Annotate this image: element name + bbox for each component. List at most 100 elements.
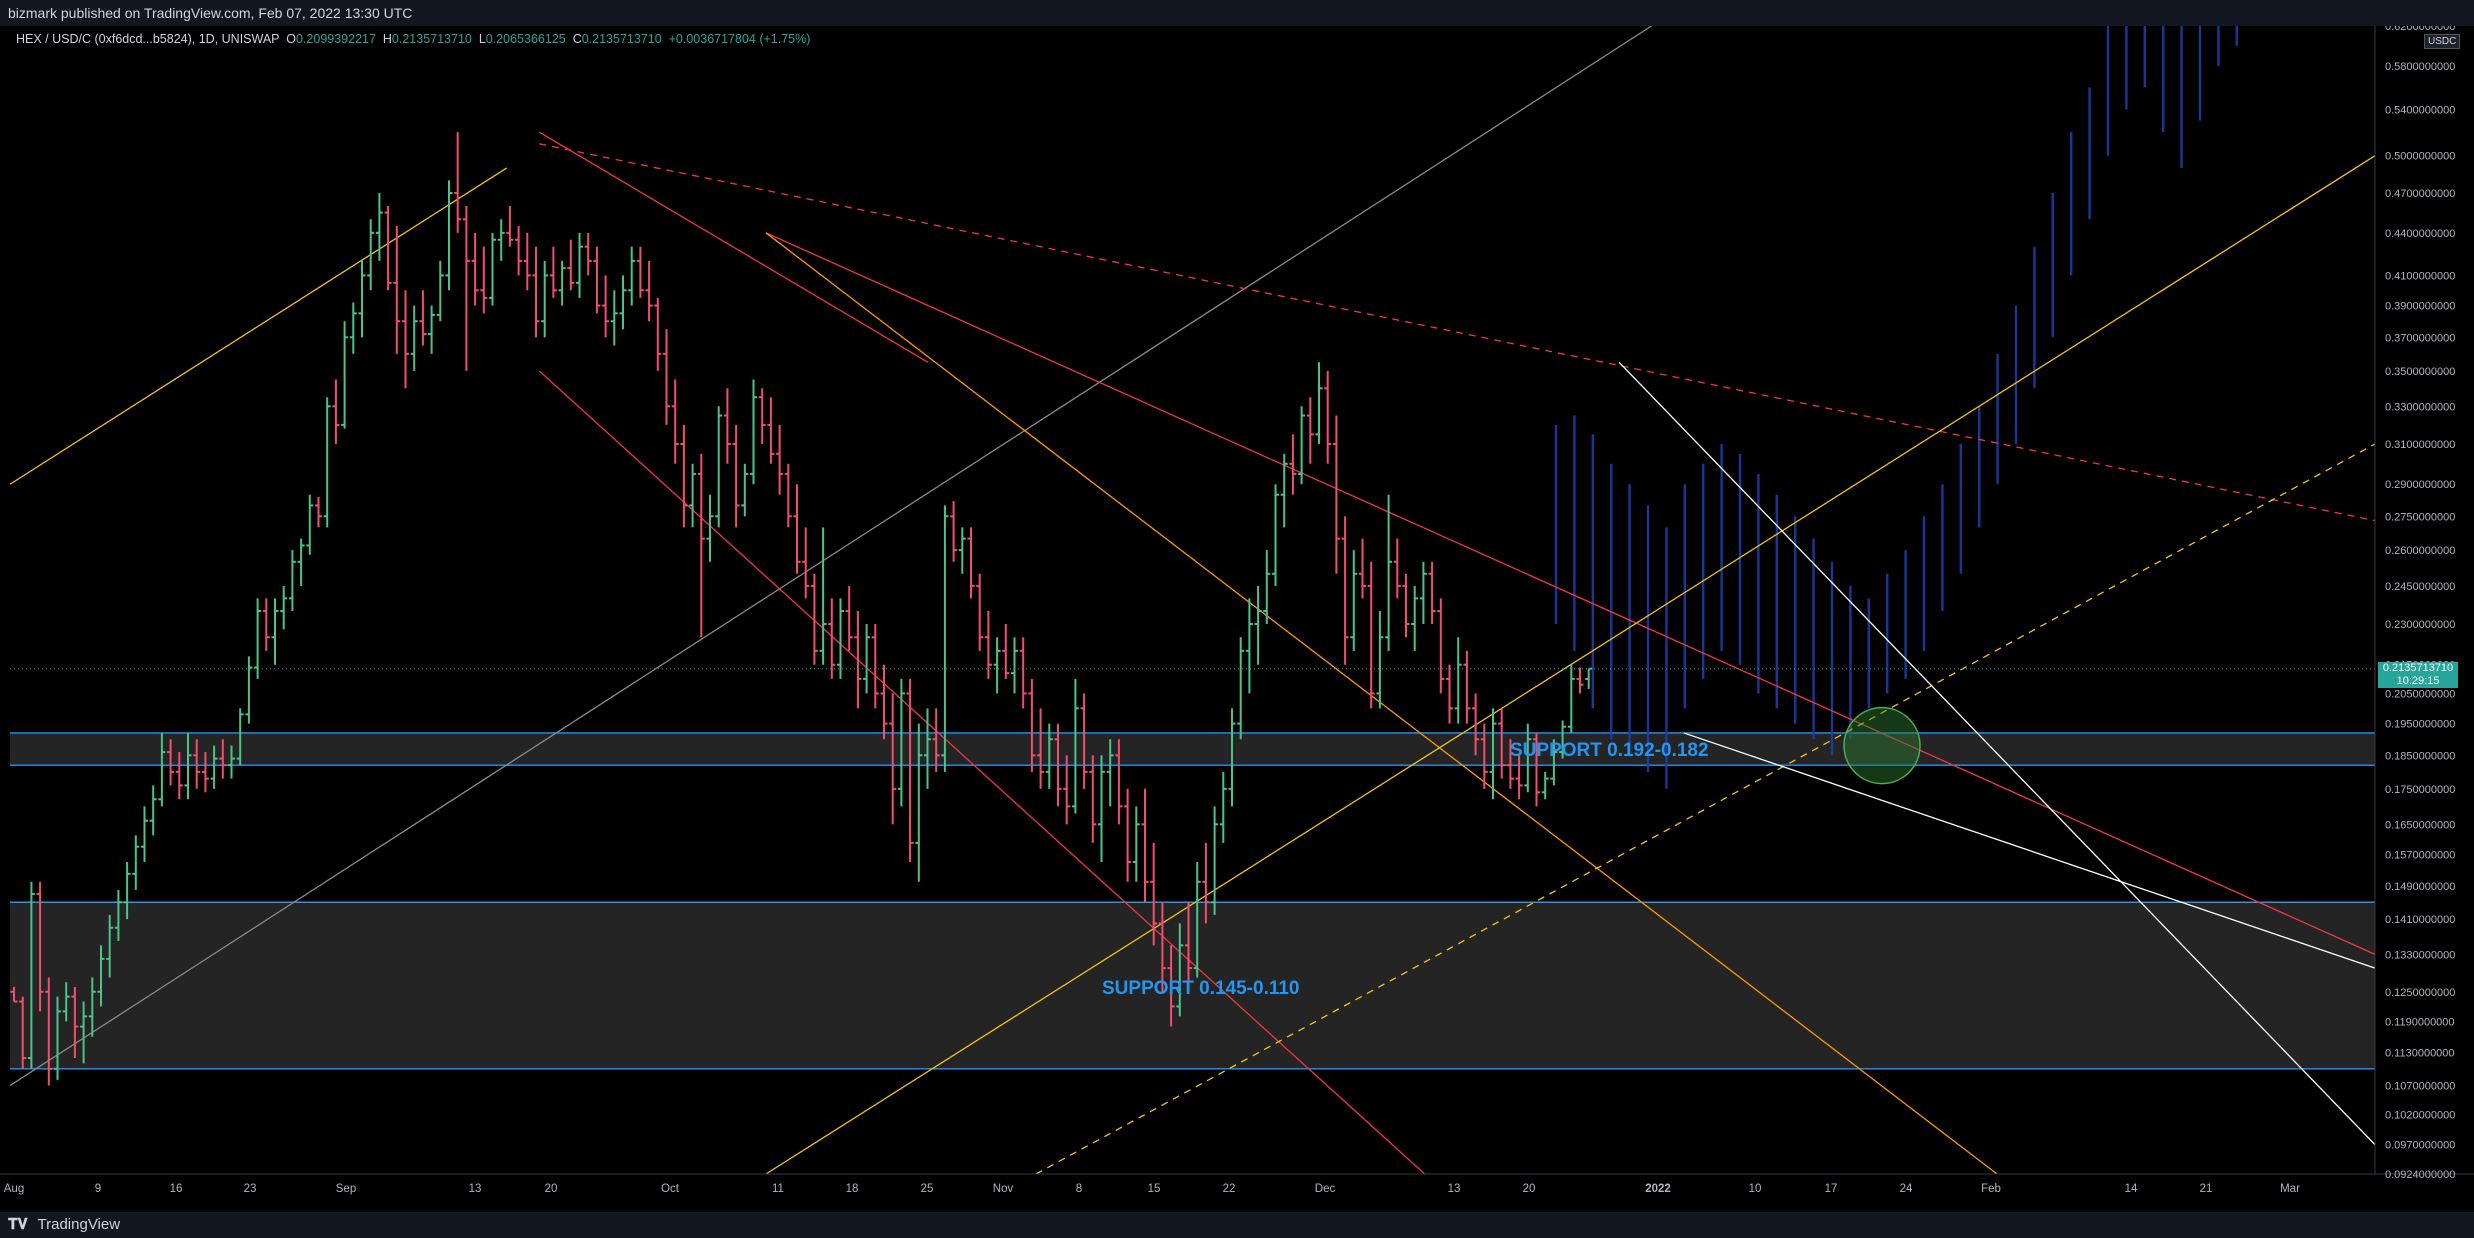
price-bar <box>671 379 679 464</box>
x-tick-label: 20 <box>1523 1183 1536 1195</box>
price-bar <box>288 550 296 612</box>
price-bar <box>19 996 27 1069</box>
bar-countdown: 10:29:15 <box>2396 675 2440 687</box>
price-bar <box>480 246 488 314</box>
price-bar <box>10 986 18 1003</box>
price-bar <box>1028 678 1036 772</box>
x-tick-label: 16 <box>170 1183 183 1195</box>
price-bar <box>828 598 836 679</box>
trend-line-10 <box>1618 361 2376 1146</box>
trend-line-11 <box>1683 732 2376 969</box>
price-bar <box>837 598 844 679</box>
x-tick-label: 25 <box>921 1183 934 1195</box>
price-bar <box>915 723 923 882</box>
price-bar <box>810 573 818 665</box>
y-tick-label: 0.4400000000 <box>2385 228 2455 240</box>
price-bar <box>1150 842 1158 946</box>
price-bar <box>1054 723 1062 807</box>
price-bar <box>97 945 105 1007</box>
price-bar <box>1428 561 1436 625</box>
support-label-2: SUPPORT 0.145-0.110 <box>1102 978 1300 999</box>
x-tick-label: 2022 <box>1645 1183 1671 1195</box>
x-tick-label: 9 <box>95 1183 101 1195</box>
price-bar <box>1306 397 1314 464</box>
price-bar <box>454 132 462 233</box>
price-bar <box>375 193 383 261</box>
price-bar <box>306 494 314 555</box>
y-tick-label: 0.3700000000 <box>2385 332 2455 344</box>
price-bar <box>219 739 227 779</box>
y-tick-label: 0.1070000000 <box>2385 1081 2455 1093</box>
price-bar <box>71 986 79 1058</box>
x-tick-label: 22 <box>1223 1183 1236 1195</box>
x-tick-label: 11 <box>772 1183 784 1195</box>
price-bar <box>610 290 618 346</box>
price-bar <box>976 573 984 651</box>
price-bar <box>950 501 958 562</box>
price-bar <box>1071 678 1079 814</box>
price-bar <box>941 505 949 772</box>
price-bar <box>750 379 757 485</box>
price-bar <box>280 585 288 630</box>
price-bar <box>1385 494 1393 651</box>
price-bar <box>271 598 279 665</box>
open-label: O <box>286 32 296 46</box>
last-price-value: 0.2135713710 <box>2382 662 2454 674</box>
y-tick-label: 0.1650000000 <box>2385 819 2455 831</box>
y-tick-label: 0.1850000000 <box>2385 750 2455 762</box>
currency-badge[interactable]: USDC <box>2424 34 2461 49</box>
price-bar <box>654 297 662 371</box>
last-price-marker: 0.2135713710 10:29:15 <box>2378 662 2458 688</box>
x-tick-label: 23 <box>244 1183 257 1195</box>
price-bar <box>628 246 636 306</box>
x-tick-label: 17 <box>1825 1183 1838 1195</box>
support-label-1: SUPPORT 0.192-0.182 <box>1510 740 1709 761</box>
price-bar <box>1315 362 1323 445</box>
price-bar <box>1167 945 1175 1027</box>
chart-legend: HEX / USD/C (0xf6dcd...b5824), 1D, UNISW… <box>16 32 810 46</box>
trend-line-7 <box>765 232 1998 1175</box>
price-bar <box>45 977 53 1086</box>
y-tick-label: 0.2750000000 <box>2385 511 2455 523</box>
price-bar <box>1411 585 1419 651</box>
price-bar <box>1132 806 1140 882</box>
price-bar <box>462 206 470 371</box>
price-bar <box>210 745 218 789</box>
price-bar <box>123 862 131 920</box>
price-bar <box>1228 708 1236 807</box>
price-bar <box>332 379 340 445</box>
price-bar <box>1332 415 1340 574</box>
price-bar <box>175 752 183 800</box>
high-label: H <box>382 32 392 46</box>
price-bar <box>410 305 418 371</box>
publisher-bar: bizmark published on TradingView.com, Fe… <box>0 0 2474 26</box>
price-bar <box>897 678 905 807</box>
price-bar <box>880 664 888 740</box>
price-bar <box>1341 516 1349 665</box>
price-bar <box>889 693 897 825</box>
close-label: C <box>572 32 582 46</box>
price-bar <box>114 889 122 941</box>
price-bar <box>158 732 166 807</box>
price-chart[interactable]: SUPPORT 0.192-0.182 SUPPORT 0.145-0.110 0… <box>0 26 2474 1212</box>
x-tick-label: 24 <box>1900 1183 1913 1195</box>
price-bar <box>62 982 70 1022</box>
price-bar <box>1011 637 1018 694</box>
price-bar <box>680 424 688 528</box>
x-tick-label: 13 <box>1448 1183 1461 1195</box>
trend-line-2 <box>9 26 1652 1087</box>
price-bar <box>515 226 523 276</box>
price-bar <box>1211 806 1219 915</box>
price-bar <box>384 206 392 291</box>
x-tick-label: Aug <box>4 1183 24 1195</box>
price-bar <box>80 1001 88 1064</box>
price-bar <box>1106 739 1114 807</box>
price-bar <box>184 732 192 800</box>
price-bar <box>1367 561 1375 709</box>
price-bar <box>1480 723 1488 789</box>
price-bar <box>567 239 575 291</box>
price-bar <box>993 637 1001 694</box>
open-value: 0.2099392217 <box>295 32 376 46</box>
price-bar <box>1263 550 1271 625</box>
price-bar <box>141 806 148 863</box>
